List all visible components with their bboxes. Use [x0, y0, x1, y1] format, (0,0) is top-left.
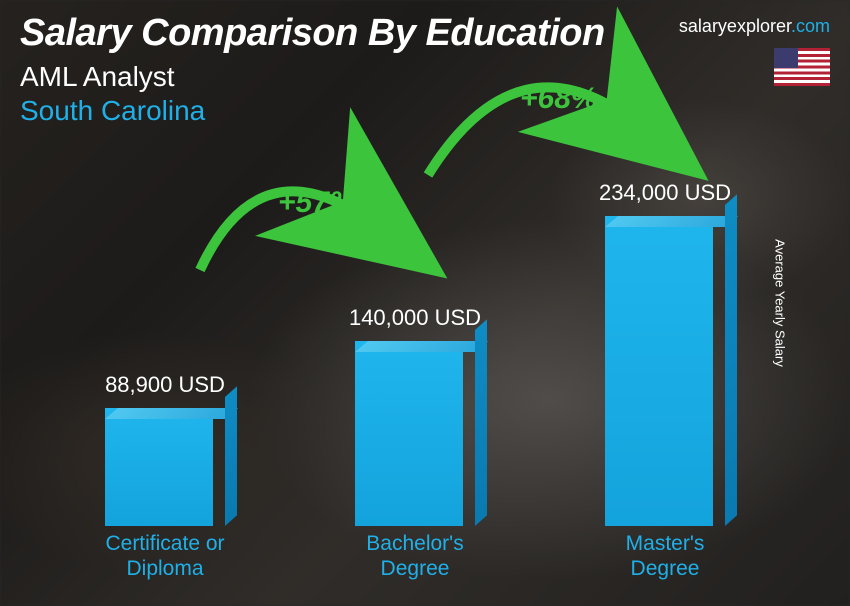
bars-area: 88,900 USD 140,000 USD 234,000 USD [40, 170, 790, 526]
bar-top-face [355, 341, 488, 352]
bar-front-face [105, 408, 213, 526]
bar-3d [355, 341, 475, 526]
bar-3d [105, 408, 225, 526]
usa-flag-icon [774, 48, 830, 86]
bar-front-face [605, 216, 713, 526]
bar-value-label: 234,000 USD [599, 180, 731, 206]
x-axis-label: Master'sDegree [540, 531, 790, 586]
bar-front-face [355, 341, 463, 526]
bar-value-label: 88,900 USD [105, 372, 225, 398]
bar-group: 88,900 USD [40, 372, 290, 526]
increase-arrow-2 [408, 50, 668, 190]
x-axis-labels: Certificate orDiplomaBachelor'sDegreeMas… [40, 531, 790, 586]
increase-pct-2: +68% [520, 82, 598, 116]
x-axis-label: Bachelor'sDegree [290, 531, 540, 586]
bar-side-face [475, 319, 487, 526]
bar-top-face [605, 216, 738, 227]
bar-chart: +57% +68% 88,900 USD 140,000 USD 234, [40, 170, 790, 586]
brand-prefix: salaryexplorer [679, 16, 791, 36]
bar-3d [605, 216, 725, 526]
x-axis-label: Certificate orDiploma [40, 531, 290, 586]
infographic-container: Salary Comparison By Education AML Analy… [0, 0, 850, 606]
bar-top-face [105, 408, 238, 419]
brand-logo: salaryexplorer.com [679, 16, 830, 37]
bar-group: 140,000 USD [290, 305, 540, 526]
bar-side-face [725, 194, 737, 526]
bar-group: 234,000 USD [540, 180, 790, 526]
bar-value-label: 140,000 USD [349, 305, 481, 331]
bar-side-face [225, 386, 237, 526]
brand-suffix: .com [791, 16, 830, 36]
